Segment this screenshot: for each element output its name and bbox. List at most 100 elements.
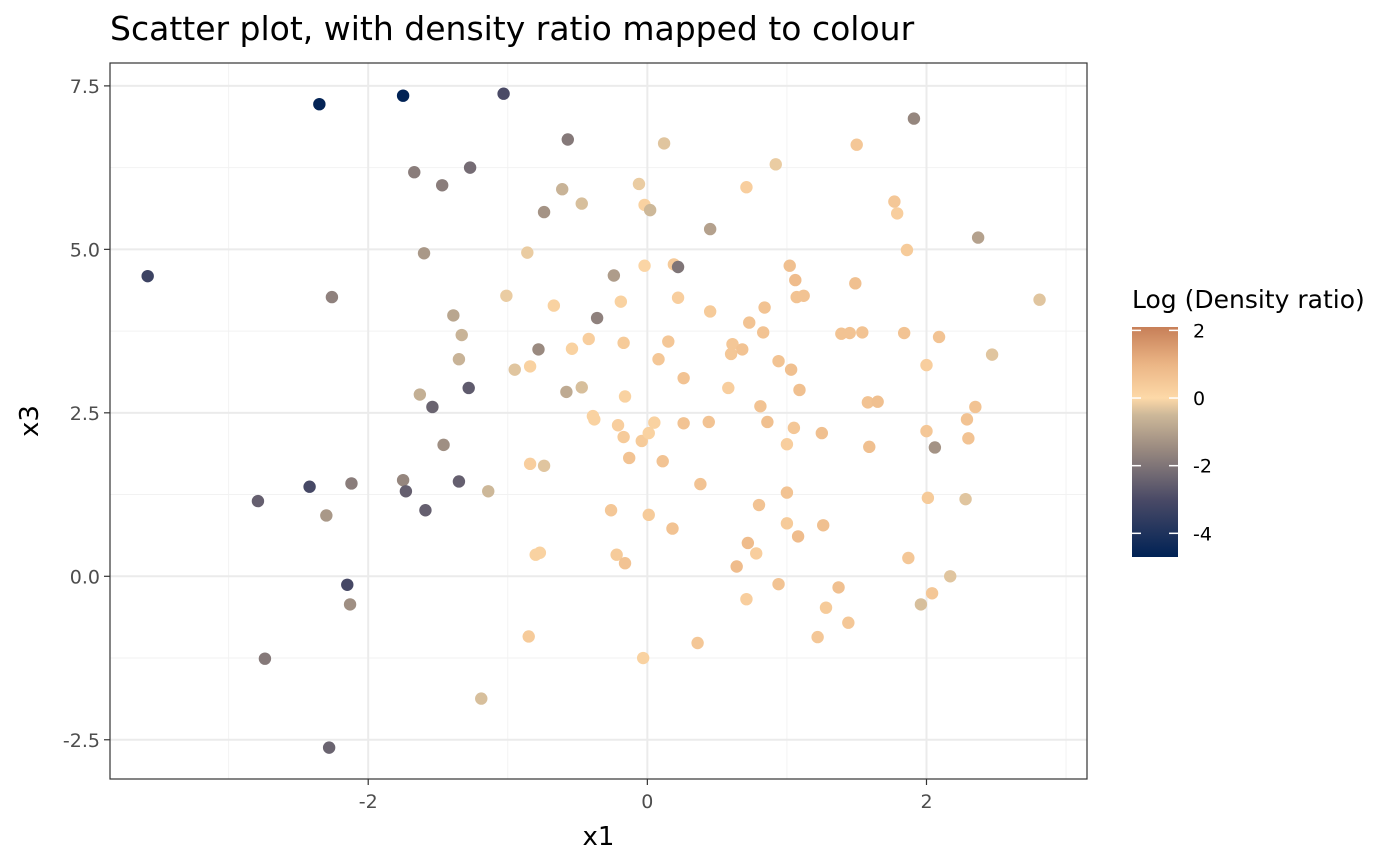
data-point [925,587,939,600]
y-tick-label: 7.5 [70,76,100,98]
data-point [343,598,357,611]
data-point [703,305,717,318]
data-point [455,328,468,342]
data-point [447,309,460,322]
data-point [611,419,625,432]
chart-title: Scatter plot, with density ratio mapped … [110,9,915,48]
data-point [325,290,339,304]
data-point [547,299,561,312]
data-point [521,246,534,259]
data-point [532,343,545,356]
data-point [588,413,601,426]
data-point [969,400,982,414]
data-point [607,269,621,282]
data-point [345,477,358,490]
data-point [617,336,630,350]
data-point [756,326,770,339]
data-point [832,581,845,594]
data-point [556,182,569,196]
data-point [791,530,805,543]
data-point [784,363,798,376]
data-point [320,509,333,522]
data-point [462,381,475,395]
data-point [565,342,579,355]
data-point [642,426,655,440]
data-point [533,546,547,559]
plot-grid [110,63,1087,779]
data-point [730,560,743,573]
data-point [618,390,632,403]
data-point [849,277,862,290]
data-point [610,548,623,561]
data-point [761,415,774,429]
data-point [475,692,488,705]
data-point [985,348,999,361]
data-point [842,616,855,629]
data-point [523,360,537,373]
data-point [413,388,427,401]
colour-legend: Log (Density ratio) 2 0 -2 -4 [1132,285,1365,557]
data-point [341,578,354,591]
data-point [618,557,632,570]
legend-title: Log (Density ratio) [1132,285,1365,314]
data-point [944,570,957,583]
data-point [251,494,265,508]
data-point [638,259,651,272]
data-point [656,455,669,468]
data-point [463,161,477,174]
data-point [582,332,595,346]
y-tick-label: 5.0 [70,239,100,261]
data-point [522,630,535,643]
data-point [907,112,921,125]
data-point [523,457,537,471]
data-point [897,326,911,340]
data-point [843,326,856,340]
data-point [769,158,782,171]
data-point [819,601,833,614]
data-point [617,430,630,444]
data-point [914,598,928,611]
data-point [437,438,450,452]
y-tick-label: 0.0 [70,566,100,588]
data-point [789,273,802,287]
data-point [971,231,985,244]
data-point [750,547,763,560]
axis-ticks: -2 0 2 -2.5 0.0 2.5 5.0 7.5 [63,76,933,813]
data-point [890,207,904,220]
data-point [141,269,154,283]
data-point [780,517,794,530]
data-point [703,222,717,236]
data-point [322,741,336,754]
data-point [722,381,735,395]
data-point [396,89,410,102]
data-point [657,137,671,150]
legend-tick-label: 2 [1193,320,1205,342]
data-point [636,651,650,665]
data-point [724,347,738,361]
data-point [399,485,413,498]
data-points [141,87,1046,754]
x-tick-label: 0 [641,791,653,813]
data-point [590,311,604,325]
data-point [815,426,829,440]
data-point [396,473,410,487]
data-point [817,519,830,532]
data-point [575,381,588,394]
data-point [691,636,704,650]
data-point [811,630,824,644]
data-point [850,138,863,151]
data-point [1033,293,1046,306]
data-point [632,177,646,191]
data-point [856,326,869,339]
legend-tick-label: 0 [1193,388,1205,410]
legend-colour-bar [1132,327,1178,557]
data-point [754,400,767,413]
data-point [258,652,272,665]
data-point [677,371,690,385]
data-point [740,592,753,606]
data-point [962,432,975,445]
data-point [928,441,942,454]
data-point [417,247,431,260]
data-point [960,413,974,426]
